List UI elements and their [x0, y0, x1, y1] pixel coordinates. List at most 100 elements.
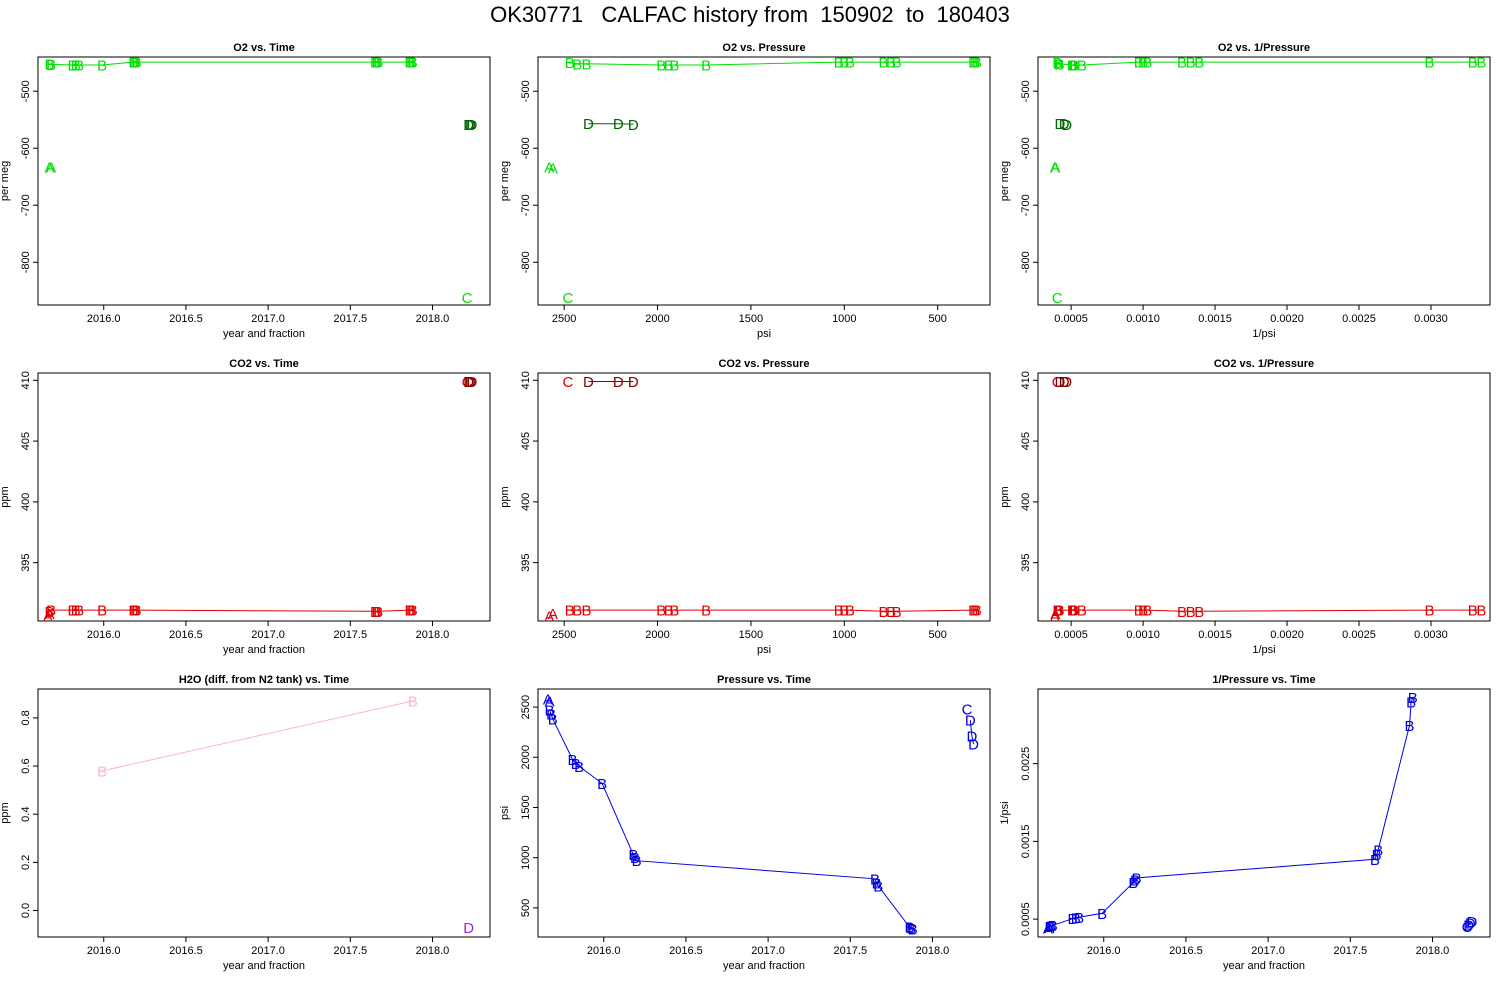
- x-axis-label: year and fraction: [723, 960, 805, 972]
- data-point-B: B: [574, 759, 584, 776]
- data-point-B: B: [1055, 56, 1065, 73]
- data-point-B: B: [1055, 603, 1065, 620]
- y-tick-label: 0.0015: [1020, 825, 1032, 859]
- x-tick-label: 2016.0: [1087, 945, 1121, 957]
- x-tick-label: 2500: [552, 313, 576, 325]
- data-point-B: B: [597, 776, 607, 793]
- panel-title: O2 vs. Time: [233, 42, 295, 54]
- data-point-B: B: [44, 604, 54, 621]
- data-point-D: D: [466, 374, 477, 391]
- data-point-B: B: [370, 604, 380, 621]
- data-point-B: B: [97, 57, 107, 74]
- data-point-B: B: [834, 55, 844, 72]
- x-tick-label: 0.0020: [1270, 313, 1304, 325]
- series-line-B: [101, 700, 413, 772]
- data-point-B: B: [879, 55, 889, 72]
- x-tick-label: 1000: [832, 313, 856, 325]
- data-point-A: A: [548, 161, 558, 178]
- data-point-D: D: [966, 729, 977, 746]
- x-tick-label: 2017.5: [833, 945, 867, 957]
- panel-title: H2O (diff. from N2 tank) vs. Time: [179, 674, 349, 686]
- x-tick-label: 500: [929, 629, 947, 641]
- data-point-B: B: [656, 57, 666, 74]
- y-tick-label: -700: [520, 194, 532, 216]
- data-point-B: B: [1071, 910, 1081, 927]
- y-tick-label: -800: [1020, 251, 1032, 273]
- data-point-B: B: [130, 603, 140, 620]
- data-point-A: A: [43, 609, 53, 626]
- y-tick-label: 410: [520, 371, 532, 389]
- data-point-A: A: [548, 606, 558, 623]
- y-tick-label: 400: [520, 493, 532, 511]
- series-line-B: [1049, 697, 1414, 927]
- x-tick-label: 0.0005: [1054, 629, 1088, 641]
- data-point-B: B: [1132, 870, 1142, 887]
- data-point-B: B: [1177, 55, 1187, 72]
- y-tick-label: -500: [1020, 80, 1032, 102]
- y-axis-label: ppm: [0, 486, 11, 507]
- data-point-B: B: [1130, 873, 1140, 890]
- data-point-B: B: [1372, 847, 1382, 864]
- data-point-B: B: [834, 603, 844, 620]
- series-line-B: [1057, 609, 1482, 612]
- x-tick-label: 2016.5: [669, 945, 703, 957]
- data-point-B: B: [1048, 918, 1058, 935]
- y-tick-label: 405: [520, 432, 532, 450]
- data-point-D: D: [463, 117, 474, 134]
- h2o-vs-time-panel: H2O (diff. from N2 tank) vs. Time year an…: [0, 674, 491, 972]
- data-point-B: B: [906, 920, 916, 937]
- data-point-D: D: [465, 374, 476, 391]
- x-axis-label: year and fraction: [223, 960, 305, 972]
- data-point-B: B: [408, 694, 418, 711]
- data-point-B: B: [630, 850, 640, 867]
- data-point-C: C: [1462, 919, 1473, 936]
- data-point-B: B: [669, 603, 679, 620]
- data-point-D: D: [463, 920, 474, 937]
- data-point-B: B: [872, 875, 882, 892]
- series-line-D: [969, 720, 975, 745]
- data-point-D: D: [1061, 374, 1072, 391]
- x-tick-label: 2016.5: [169, 945, 203, 957]
- y-tick-label: 0.0025: [1020, 747, 1032, 781]
- data-point-B: B: [1476, 603, 1486, 620]
- x-tick-label: 0.0025: [1342, 313, 1376, 325]
- y-tick-label: 2000: [520, 745, 532, 769]
- data-point-B: B: [1194, 55, 1204, 72]
- data-point-B: B: [968, 603, 978, 620]
- data-point-D: D: [466, 117, 477, 134]
- data-point-A: A: [1050, 606, 1060, 623]
- y-tick-label: 395: [1020, 553, 1032, 571]
- x-tick-label: 2000: [645, 313, 669, 325]
- data-point-D: D: [1463, 918, 1474, 935]
- y-tick-label: -500: [520, 80, 532, 102]
- data-point-B: B: [1408, 690, 1418, 707]
- data-point-B: B: [1068, 57, 1078, 74]
- y-tick-label: 395: [520, 553, 532, 571]
- data-point-B: B: [565, 55, 575, 72]
- data-point-B: B: [370, 55, 380, 72]
- y-axis-label: per meg: [0, 161, 11, 201]
- data-point-B: B: [1052, 603, 1062, 620]
- x-tick-label: 2017.0: [251, 629, 285, 641]
- data-point-A: A: [44, 606, 54, 623]
- data-point-B: B: [873, 878, 883, 895]
- y-tick-label: -800: [520, 251, 532, 273]
- data-point-D: D: [1466, 914, 1477, 931]
- data-point-A: A: [544, 160, 554, 177]
- data-point-B: B: [972, 55, 982, 72]
- data-point-B: B: [130, 55, 140, 72]
- x-tick-label: 2016.5: [1169, 945, 1203, 957]
- data-point-B: B: [892, 55, 902, 72]
- data-point-B: B: [68, 603, 78, 620]
- x-axis-label: year and fraction: [223, 328, 305, 340]
- data-point-B: B: [1194, 604, 1204, 621]
- data-point-B: B: [1186, 55, 1196, 72]
- data-point-D: D: [583, 116, 594, 133]
- data-point-D: D: [968, 737, 979, 754]
- data-point-B: B: [656, 603, 666, 620]
- o2-vs-inv-pressure-panel: O2 vs. 1/Pressure 1/psi per meg 0.0005 0.001…: [999, 42, 1491, 340]
- data-point-B: B: [839, 55, 849, 72]
- data-point-D: D: [628, 374, 639, 391]
- data-point-B: B: [886, 55, 896, 72]
- x-tick-label: 1500: [739, 629, 763, 641]
